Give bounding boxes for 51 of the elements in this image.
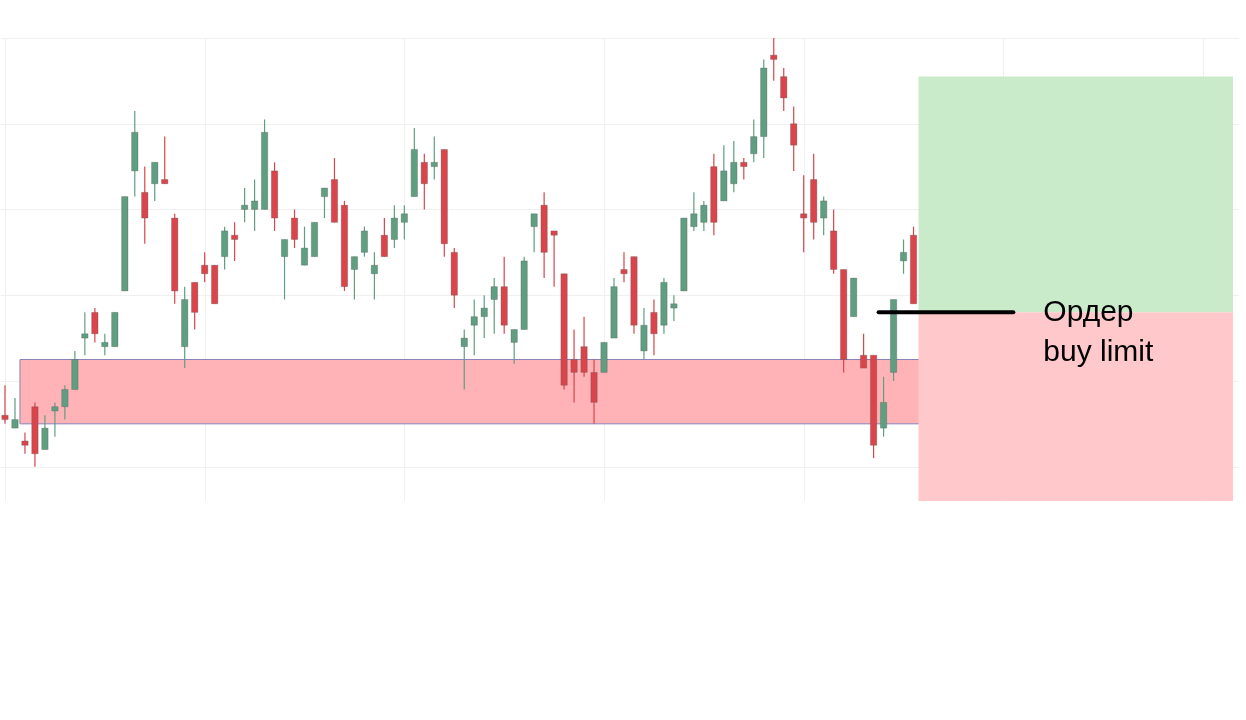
candlestick	[201, 251, 209, 283]
ref-line-label: Ордер buy limit	[1043, 294, 1154, 368]
candlestick	[460, 328, 468, 391]
candlestick	[780, 67, 788, 112]
candlestick	[820, 196, 828, 236]
candlestick	[101, 333, 109, 356]
candlestick	[151, 161, 159, 202]
candlestick	[900, 238, 908, 275]
candlestick	[750, 118, 758, 163]
candlestick	[360, 226, 368, 258]
candlestick	[800, 174, 808, 253]
candlestick	[670, 294, 678, 322]
candlestick	[570, 328, 578, 403]
candlestick	[51, 401, 59, 438]
candlestick	[380, 217, 388, 258]
candlestick	[650, 298, 658, 356]
candlestick	[320, 187, 328, 219]
candlestick	[21, 431, 29, 455]
candlestick	[231, 221, 239, 262]
candlestick	[490, 277, 498, 335]
candlestick	[550, 230, 558, 288]
candlestick	[241, 187, 249, 223]
candlestick	[740, 157, 748, 181]
candlestick	[291, 208, 299, 249]
candlestick	[400, 204, 408, 241]
candlestick	[301, 226, 308, 266]
candlestick	[1, 384, 9, 425]
candlestick	[480, 294, 488, 339]
candlestick	[790, 105, 798, 172]
candlestick	[61, 384, 69, 421]
candlestick	[81, 311, 89, 356]
candlestick	[161, 136, 169, 185]
candlestick	[370, 251, 378, 301]
candlestick	[430, 136, 438, 181]
candlestick	[390, 204, 398, 249]
candlestick	[41, 414, 49, 451]
candlestick	[700, 200, 708, 232]
candlestick	[510, 328, 518, 365]
candlestick	[11, 397, 19, 429]
candlestick	[350, 256, 358, 301]
candlestick	[860, 333, 868, 369]
candlestick	[530, 213, 538, 253]
candlestick	[770, 37, 778, 82]
candlestick	[690, 191, 698, 232]
candlestick	[620, 251, 628, 283]
candlestick	[251, 178, 259, 232]
candlestick	[730, 140, 738, 193]
candlestick	[281, 238, 289, 301]
candlestick	[420, 153, 428, 211]
candlestick	[470, 298, 478, 356]
candlestick	[91, 307, 99, 343]
